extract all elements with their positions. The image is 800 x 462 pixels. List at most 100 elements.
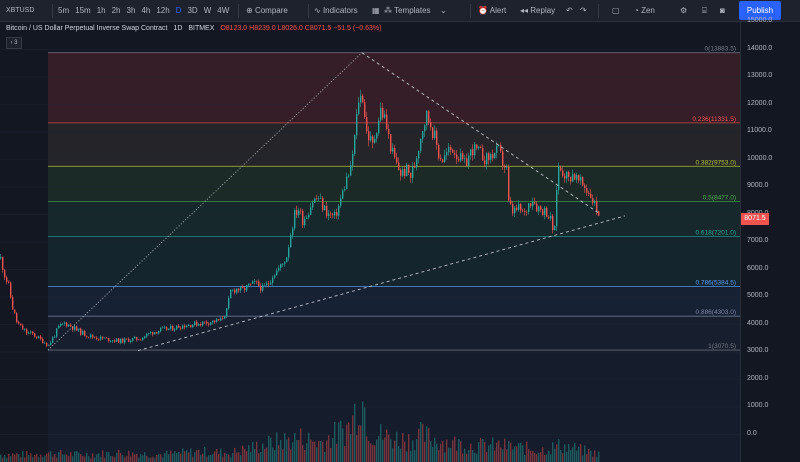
- candle-body: [60, 323, 62, 326]
- volume-bar: [454, 436, 456, 462]
- candle-body: [292, 228, 294, 236]
- fib-lower-zone: [48, 350, 740, 462]
- layout-button[interactable]: ▦: [372, 0, 380, 22]
- interval-4h[interactable]: 4h: [141, 6, 151, 15]
- undo-button[interactable]: ↶: [566, 0, 573, 22]
- volume-bar: [84, 456, 86, 462]
- symbol-search-button[interactable]: XBTUSD: [6, 7, 35, 14]
- interval-15m[interactable]: 15m: [75, 6, 91, 15]
- redo-button[interactable]: ↷: [580, 0, 587, 22]
- volume-bar: [406, 451, 408, 462]
- candle-body: [346, 176, 348, 190]
- volume-bar: [108, 452, 110, 462]
- candle-body: [522, 210, 524, 212]
- volume-bar: [356, 435, 358, 462]
- candle-body: [482, 147, 484, 161]
- indicators-icon: ∿: [314, 6, 321, 15]
- volume-bar: [588, 448, 590, 462]
- candle-body: [238, 288, 240, 291]
- volume-bar: [288, 437, 290, 462]
- settings-button[interactable]: ⚙: [680, 0, 687, 22]
- candle-body: [126, 338, 128, 340]
- candle-body: [26, 329, 28, 334]
- save-button[interactable]: ⌸: [702, 0, 707, 22]
- candle-body: [350, 165, 352, 176]
- candle-body: [338, 205, 340, 216]
- price-axis[interactable]: 15000.0 14000.0 13000.0 12000.0 11000.0 10000…: [740, 17, 800, 462]
- candle-body: [542, 209, 544, 216]
- interval-4w[interactable]: 4W: [217, 6, 230, 15]
- toolbar-divider: [308, 4, 309, 18]
- alert-label: Alert: [489, 6, 507, 15]
- zen-button[interactable]: ◔ Zen: [634, 0, 655, 22]
- collapse-indicators-button[interactable]: › 3: [6, 37, 22, 49]
- volume-bar: [580, 444, 582, 462]
- interval-3d[interactable]: 3D: [187, 6, 198, 15]
- candle-body: [274, 275, 276, 278]
- volume-bar: [112, 456, 114, 462]
- interval-12h[interactable]: 12h: [156, 6, 170, 15]
- volume-bar: [442, 441, 444, 462]
- fullscreen-icon: ▢: [612, 6, 620, 15]
- interval-2h[interactable]: 2h: [111, 6, 121, 15]
- candle-body: [440, 158, 442, 160]
- volume-bar: [158, 454, 160, 462]
- volume-bar: [474, 452, 476, 462]
- candle-body: [320, 197, 322, 199]
- candle-body: [266, 283, 268, 286]
- volume-bar: [568, 444, 570, 462]
- candle-body: [152, 332, 154, 335]
- candle-body: [318, 198, 320, 200]
- volume-bar: [224, 452, 226, 462]
- fullscreen-button[interactable]: ▢: [612, 0, 620, 22]
- candle-body: [548, 216, 550, 219]
- volume-bar: [140, 454, 142, 462]
- candle-body: [74, 326, 76, 330]
- interval-w[interactable]: W: [203, 6, 212, 15]
- volume-bar: [392, 448, 394, 462]
- volume-bar: [86, 452, 88, 462]
- trend-line: [47, 52, 363, 351]
- candle-body: [0, 257, 2, 259]
- volume-bar: [378, 435, 380, 462]
- volume-bar: [80, 454, 82, 462]
- templates-icon: ⁂: [384, 6, 392, 15]
- volume-bar: [554, 448, 556, 462]
- volume-bar: [560, 450, 562, 462]
- candle-body: [10, 282, 12, 298]
- screenshot-button[interactable]: ◙: [720, 0, 725, 22]
- alert-button[interactable]: ⏰ Alert: [478, 0, 506, 22]
- volume-bar: [186, 450, 188, 462]
- candle-body: [130, 340, 132, 343]
- volume-bar: [524, 454, 526, 462]
- alert-icon: ⏰: [478, 6, 488, 15]
- candle-body: [248, 283, 250, 286]
- volume-bar: [0, 454, 2, 462]
- candle-body: [506, 166, 508, 168]
- price-axis-tick: 15000.0: [747, 17, 773, 24]
- volume-bar: [584, 445, 586, 462]
- templates-button[interactable]: ⁂ Templates: [384, 0, 431, 22]
- volume-bar: [182, 448, 184, 462]
- interval-1h[interactable]: 1h: [96, 6, 106, 15]
- volume-bar: [504, 438, 506, 462]
- volume-bar: [344, 446, 346, 462]
- volume-bar: [220, 448, 222, 462]
- indicators-button[interactable]: ∿ Indicators: [314, 0, 358, 22]
- chart-pane[interactable]: 0(13883.5) 0.236(11331.5) 0.382(9753.0) 0.5…: [0, 22, 740, 462]
- compare-button[interactable]: ⊕ Compare: [246, 0, 288, 22]
- volume-bar: [398, 446, 400, 462]
- volume-bar: [298, 439, 300, 462]
- candle-body: [588, 192, 590, 194]
- candle-body: [392, 147, 394, 152]
- interval-5m[interactable]: 5m: [58, 6, 70, 15]
- volume-bar: [144, 452, 146, 462]
- publish-button[interactable]: Publish: [739, 1, 781, 20]
- candle-body: [212, 320, 214, 323]
- templates-dropdown-button[interactable]: ⌄: [440, 0, 447, 22]
- interval-d[interactable]: D: [175, 6, 182, 15]
- volume-bar: [56, 457, 58, 462]
- replay-button[interactable]: ◂◂ Replay: [520, 0, 555, 22]
- candle-body: [434, 130, 436, 139]
- interval-3h[interactable]: 3h: [126, 6, 136, 15]
